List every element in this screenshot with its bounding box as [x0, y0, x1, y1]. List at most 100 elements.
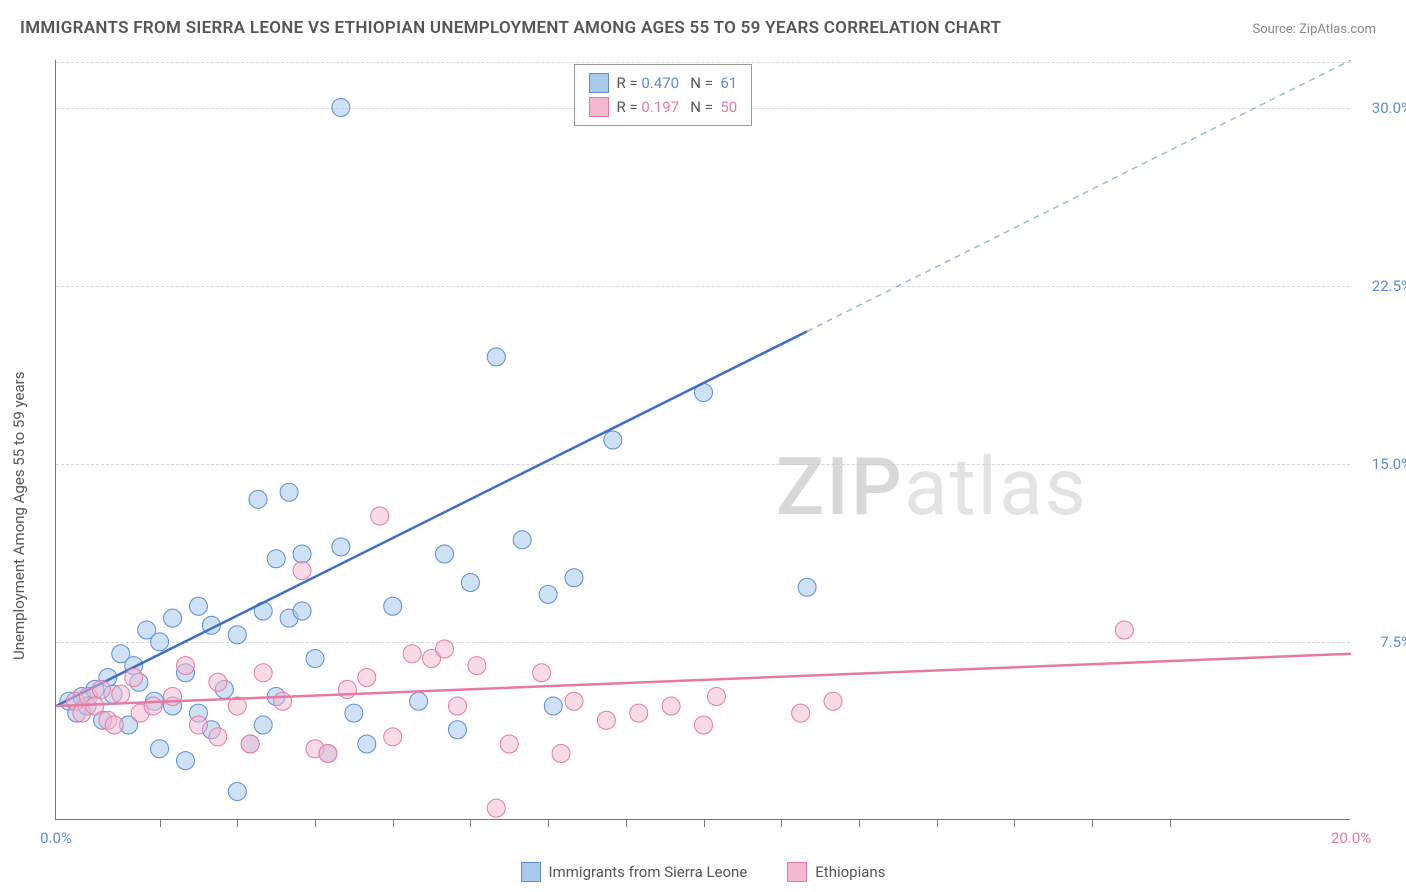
scatter-point-eth	[358, 669, 376, 687]
stats-swatch-eth	[589, 97, 609, 117]
scatter-point-sierra	[384, 597, 402, 615]
scatter-point-sierra	[177, 752, 195, 770]
scatter-point-eth	[1115, 621, 1133, 639]
scatter-point-eth	[274, 692, 292, 710]
legend-label-eth: Ethiopians	[815, 863, 885, 881]
x-tick	[937, 819, 938, 827]
scatter-point-eth	[86, 697, 104, 715]
scatter-point-eth	[487, 799, 505, 817]
scatter-point-sierra	[249, 490, 267, 508]
scatter-point-sierra	[254, 716, 272, 734]
scatter-point-sierra	[544, 697, 562, 715]
x-tick	[781, 819, 782, 827]
scatter-point-eth	[371, 507, 389, 525]
scatter-point-eth	[448, 697, 466, 715]
x-tick	[626, 819, 627, 827]
legend-item-sierra: Immigrants from Sierra Leone	[521, 862, 748, 882]
stats-legend-box: R = 0.470 N = 61 R = 0.197 N = 50	[574, 64, 753, 126]
scatter-point-eth	[112, 685, 130, 703]
scatter-point-eth	[92, 680, 110, 698]
scatter-point-sierra	[306, 650, 324, 668]
scatter-point-eth	[824, 692, 842, 710]
scatter-point-eth	[241, 735, 259, 753]
scatter-point-eth	[209, 673, 227, 691]
x-tick	[548, 819, 549, 827]
x-tick-label-min: 0.0%	[40, 829, 72, 847]
scatter-point-sierra	[345, 704, 363, 722]
x-tick	[160, 819, 161, 827]
source-attribution: Source: ZipAtlas.com	[1252, 22, 1376, 37]
y-tick-label: 7.5%	[1380, 633, 1406, 651]
y-tick-label: 15.0%	[1372, 455, 1406, 473]
scatter-point-sierra	[228, 626, 246, 644]
x-tick	[1092, 819, 1093, 827]
scatter-point-eth	[707, 688, 725, 706]
scatter-point-sierra	[189, 597, 207, 615]
scatter-point-eth	[144, 697, 162, 715]
scatter-point-eth	[552, 745, 570, 763]
scatter-point-eth	[468, 657, 486, 675]
scatter-point-eth	[189, 716, 207, 734]
y-axis-label: Unemployment Among Ages 55 to 59 years	[10, 372, 28, 660]
chart-plot-area: ZIPatlas 7.5%15.0%22.5%30.0%0.0%20.0%R =…	[55, 60, 1350, 820]
y-tick-label: 22.5%	[1372, 277, 1406, 295]
scatter-point-eth	[209, 728, 227, 746]
x-tick	[315, 819, 316, 827]
scatter-point-eth	[125, 669, 143, 687]
scatter-point-eth	[319, 745, 337, 763]
x-tick-label-max: 20.0%	[1331, 829, 1371, 847]
scatter-point-sierra	[151, 633, 169, 651]
stats-text-eth: R = 0.197 N = 50	[617, 98, 738, 116]
stats-legend-row-sierra: R = 0.470 N = 61	[589, 71, 738, 95]
scatter-point-eth	[533, 664, 551, 682]
scatter-point-eth	[177, 657, 195, 675]
legend-swatch-eth	[787, 862, 807, 882]
scatter-point-eth	[105, 716, 123, 734]
x-tick	[704, 819, 705, 827]
x-tick	[393, 819, 394, 827]
bottom-legend: Immigrants from Sierra Leone Ethiopians	[0, 862, 1406, 882]
scatter-point-sierra	[513, 531, 531, 549]
scatter-point-eth	[565, 692, 583, 710]
scatter-point-sierra	[228, 783, 246, 801]
scatter-point-sierra	[293, 602, 311, 620]
x-tick	[470, 819, 471, 827]
scatter-point-eth	[436, 640, 454, 658]
x-tick	[1014, 819, 1015, 827]
scatter-point-sierra	[267, 550, 285, 568]
scatter-point-sierra	[798, 578, 816, 596]
scatter-point-sierra	[461, 574, 479, 592]
scatter-point-sierra	[604, 431, 622, 449]
scatter-svg	[56, 60, 1351, 820]
scatter-point-sierra	[448, 721, 466, 739]
legend-swatch-sierra	[521, 862, 541, 882]
y-tick-label: 30.0%	[1372, 99, 1406, 117]
scatter-point-sierra	[332, 538, 350, 556]
legend-label-sierra: Immigrants from Sierra Leone	[549, 863, 748, 881]
scatter-point-sierra	[151, 740, 169, 758]
scatter-point-sierra	[164, 609, 182, 627]
x-tick	[859, 819, 860, 827]
scatter-point-sierra	[539, 585, 557, 603]
scatter-point-sierra	[293, 545, 311, 563]
x-tick	[237, 819, 238, 827]
legend-item-eth: Ethiopians	[787, 862, 885, 882]
scatter-point-sierra	[565, 569, 583, 587]
scatter-point-eth	[695, 716, 713, 734]
scatter-point-eth	[630, 704, 648, 722]
stats-legend-row-eth: R = 0.197 N = 50	[589, 95, 738, 119]
stats-text-sierra: R = 0.470 N = 61	[617, 74, 738, 92]
scatter-point-sierra	[280, 483, 298, 501]
scatter-point-sierra	[410, 692, 428, 710]
x-tick	[1170, 819, 1171, 827]
scatter-point-eth	[254, 664, 272, 682]
chart-title: IMMIGRANTS FROM SIERRA LEONE VS ETHIOPIA…	[20, 18, 1001, 38]
trend-line-eth	[56, 654, 1351, 706]
scatter-point-eth	[384, 728, 402, 746]
scatter-point-sierra	[332, 99, 350, 117]
scatter-point-sierra	[487, 348, 505, 366]
scatter-point-sierra	[436, 545, 454, 563]
trend-line-dash-sierra	[807, 60, 1351, 331]
scatter-point-eth	[500, 735, 518, 753]
scatter-point-eth	[293, 562, 311, 580]
